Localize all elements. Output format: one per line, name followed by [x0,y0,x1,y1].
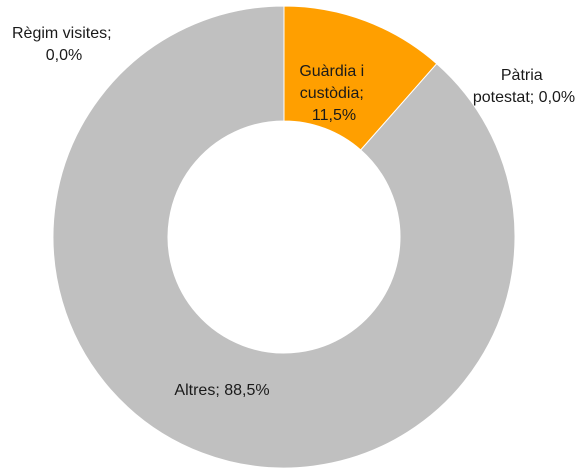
donut-slices [52,5,516,468]
slice-altres [52,5,516,468]
slice-label-altres: Altres; 88,5% [174,382,269,399]
slice-label-guardia-custodia: Guàrdia i custòdia; 11,5% [299,63,368,124]
slice-label-regim-visites: Règim visites; 0,0% [12,25,116,64]
slice-label-patria-potestat: Pàtria potestat; 0,0% [473,67,575,106]
